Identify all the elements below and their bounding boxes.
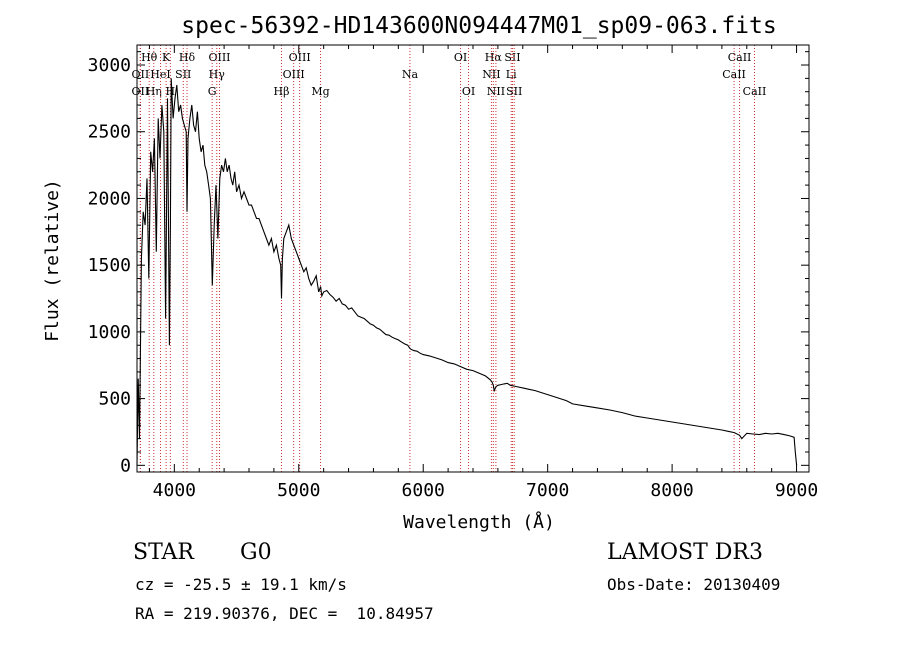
spectral-line-label: Hδ <box>179 51 196 64</box>
coordinates-text: RA = 219.90376, DEC = 10.84957 <box>135 604 434 623</box>
x-axis-label: Wavelength (Å) <box>403 511 555 533</box>
spectral-line-label: K <box>162 51 171 64</box>
spectral-line-label: Na <box>402 68 419 81</box>
spectral-line-label: OIII <box>289 51 311 64</box>
survey-name: LAMOST DR3 <box>607 540 763 565</box>
y-tick-label: 1000 <box>88 322 131 343</box>
y-tick-label: 1500 <box>88 255 131 276</box>
plot-frame <box>136 44 810 473</box>
spectral-line-label: CaII <box>722 68 746 81</box>
spectral-line-label: Mg <box>311 85 329 98</box>
spectral-line-label: OIII <box>208 51 230 64</box>
x-tick-label: 8000 <box>650 480 693 501</box>
spectral-line-label: CaII <box>728 51 752 64</box>
x-tick-label: 7000 <box>526 480 569 501</box>
x-tick-label: 4000 <box>153 480 196 501</box>
spectral-line-label: SII <box>175 68 191 81</box>
spectral-line-label: G <box>208 85 217 98</box>
y-tick-label: 500 <box>98 389 131 410</box>
spectral-line-label: SII <box>504 51 520 64</box>
spectral-line-label: OII <box>132 68 150 81</box>
spectral-line-label: H <box>166 85 176 98</box>
x-tick-label: 6000 <box>402 480 445 501</box>
y-tick-label: 0 <box>120 455 131 476</box>
obs-date-text: Obs-Date: 20130409 <box>607 575 781 594</box>
y-axis-label: Flux (relative) <box>42 179 63 342</box>
y-tick-label: 2000 <box>88 188 131 209</box>
spectral-line-label: NII <box>482 68 500 81</box>
spectral-line-label: Hη <box>146 85 162 98</box>
y-tick-label: 3000 <box>88 55 131 76</box>
spectral-line-label: SII <box>506 85 522 98</box>
object-class: STAR <box>133 540 194 565</box>
y-tick-label: 2500 <box>88 122 131 143</box>
object-subclass: G0 <box>240 540 272 565</box>
spectral-line-label: Hγ <box>209 68 226 81</box>
spectral-line-label: OI <box>454 51 467 64</box>
spectral-line-label: NII <box>487 85 505 98</box>
spectral-line-label: Hβ <box>274 85 290 98</box>
x-tick-label: 5000 <box>277 480 320 501</box>
spectral-line-label: Hθ <box>141 51 158 64</box>
redshift-text: cz = -25.5 ± 19.1 km/s <box>135 575 347 594</box>
spectral-line-label: OI <box>462 85 475 98</box>
spectral-line-label: OIII <box>283 68 305 81</box>
spectrum-line <box>136 78 798 466</box>
spectral-line-label: Li <box>506 68 517 81</box>
spectral-line-label: CaII <box>743 85 767 98</box>
x-tick-label: 9000 <box>775 480 818 501</box>
spectral-line-label: HeI <box>150 68 170 81</box>
spectral-line-label: Hα <box>485 51 503 64</box>
chart-title: spec-56392-HD143600N094447M01_sp09-063.f… <box>181 13 776 39</box>
